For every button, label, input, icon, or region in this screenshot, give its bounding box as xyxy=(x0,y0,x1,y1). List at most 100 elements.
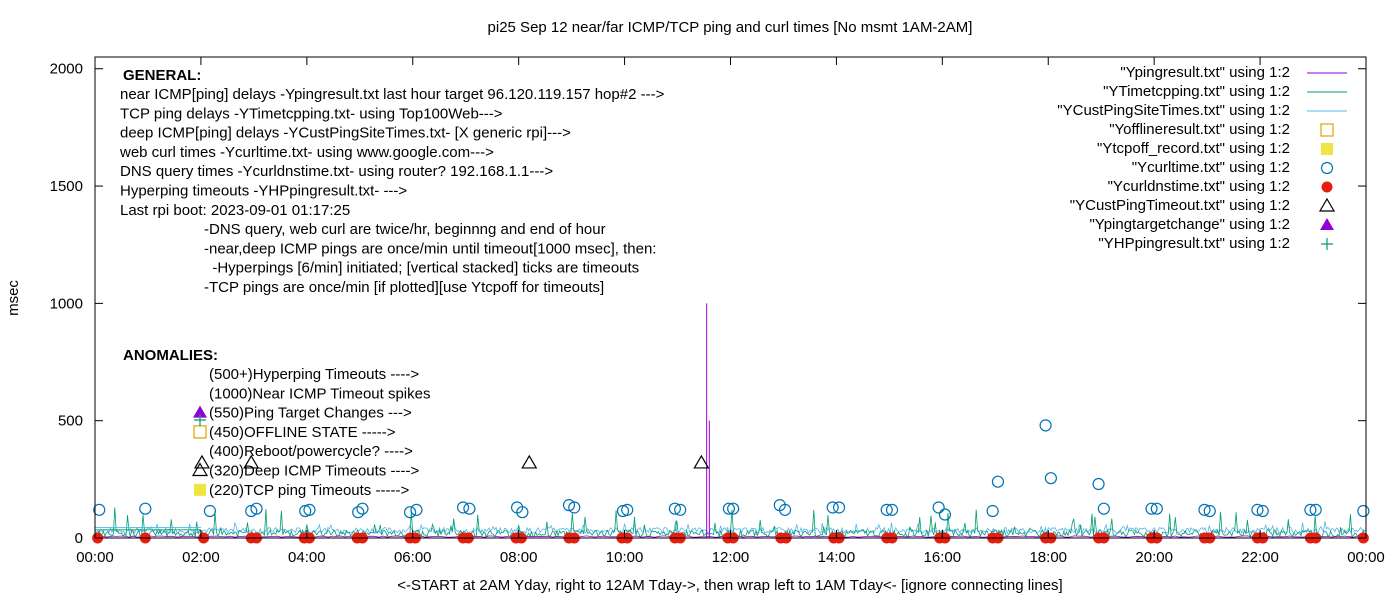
curl-time-point xyxy=(832,501,846,514)
legend-label: "Yofflineresult.txt" using 1:2 xyxy=(1109,121,1290,138)
note-line: -DNS query, web curl are twice/hr, begin… xyxy=(204,221,606,238)
curl-time-point xyxy=(991,475,1005,488)
note-line: -near,deep ICMP pings are once/min until… xyxy=(204,240,656,257)
curl-time-point xyxy=(1198,503,1211,516)
x-axis-label: <-START at 2AM Yday, right to 12AM Tday-… xyxy=(397,577,1062,594)
anomaly-line: (400)Reboot/powercycle? ----> xyxy=(209,443,413,460)
curl-time-point xyxy=(674,503,687,516)
legend-marker xyxy=(1318,197,1336,212)
legend-label: "Ytcpoff_record.txt" using 1:2 xyxy=(1097,140,1290,157)
curl-time-point xyxy=(1145,502,1158,515)
legend-marker xyxy=(1321,143,1333,155)
general-line: near ICMP[ping] delays -Ypingresult.txt … xyxy=(120,86,665,103)
legend: "Ypingresult.txt" using 1:2 "YTimetcpping… xyxy=(1057,64,1347,252)
general-line: deep ICMP[ping] delays -YCustPingSiteTim… xyxy=(120,125,571,142)
x-tick-label: 08:00 xyxy=(500,549,538,566)
hyperping-marker xyxy=(194,414,206,426)
general-line: Last rpi boot: 2023-09-01 01:17:25 xyxy=(120,202,350,219)
curl-time-point xyxy=(562,499,576,512)
x-tick-label: 06:00 xyxy=(394,549,432,566)
curl-time-point xyxy=(621,503,634,516)
legend-marker xyxy=(1321,238,1333,250)
curl-time-point xyxy=(722,502,736,515)
chart-title: pi25 Sep 12 near/far ICMP/TCP ping and c… xyxy=(488,19,973,36)
legend-label: "Ycurldnstime.txt" using 1:2 xyxy=(1108,178,1290,195)
curl-time-point xyxy=(938,508,952,521)
curl-time-point xyxy=(245,504,258,518)
deep-icmp-timeout-point xyxy=(693,454,710,469)
x-tick-label: 02:00 xyxy=(182,549,220,566)
curl-time-point xyxy=(250,502,263,515)
curl-time-point xyxy=(356,502,369,515)
curl-time-point xyxy=(139,502,152,515)
curl-time-point xyxy=(727,502,740,515)
curl-time-point xyxy=(1044,472,1057,485)
x-tick-label: 22:00 xyxy=(1241,549,1279,566)
curl-time-point xyxy=(932,501,945,514)
curl-time-point xyxy=(1304,503,1317,516)
legend-label: "Ypingtargetchange" using 1:2 xyxy=(1089,216,1290,233)
curl-time-point xyxy=(986,504,999,518)
curl-time-point xyxy=(1150,502,1163,515)
anomaly-marker xyxy=(193,405,207,418)
curl-time-point xyxy=(303,503,316,516)
axes: 0 500 1000 1500 2000 00:00 02:00 04:00 06:00 08:0… xyxy=(50,56,1385,566)
x-tick-label: 16:00 xyxy=(924,549,962,566)
curl-time-point xyxy=(880,503,893,516)
y-tick-label: 500 xyxy=(58,413,83,430)
deep-icmp-timeout-point xyxy=(521,454,538,469)
x-tick-label: 00:00 xyxy=(76,549,114,566)
anomaly-marker xyxy=(191,462,209,477)
curl-time-point xyxy=(1203,504,1216,518)
legend-marker xyxy=(1320,161,1334,175)
curl-time-point xyxy=(568,501,581,514)
anomaly-line: (320)Deep ICMP Timeouts ----> xyxy=(209,463,419,480)
curl-time-point xyxy=(463,502,476,515)
curl-time-point xyxy=(352,506,365,519)
curl-time-point xyxy=(826,501,839,514)
legend-label: "Ypingresult.txt" using 1:2 xyxy=(1120,64,1290,81)
legend-marker xyxy=(1320,218,1334,230)
general-line: Hyperping timeouts -YHPpingresult.txt- -… xyxy=(120,183,407,200)
curl-time-point xyxy=(1097,502,1110,515)
legend-label: "YHPpingresult.txt" using 1:2 xyxy=(1098,235,1290,252)
anomaly-line: (500+)Hyperping Timeouts ----> xyxy=(209,366,419,383)
legend-label: "YCustPingSiteTimes.txt" using 1:2 xyxy=(1057,102,1290,119)
general-line: DNS query times -Ycurldnstime.txt- using… xyxy=(120,163,553,180)
legend-label: "YTimetcpping.txt" using 1:2 xyxy=(1103,83,1290,100)
curl-time-point xyxy=(404,506,417,519)
curl-time-point xyxy=(668,502,681,515)
legend-marker xyxy=(1320,123,1334,137)
anomaly-line: (1000)Near ICMP Timeout spikes xyxy=(209,385,430,402)
curl-time-point xyxy=(203,504,217,518)
curl-time-point xyxy=(410,503,423,516)
curl-time-point xyxy=(1092,477,1105,491)
legend-label: "Ycurltime.txt" using 1:2 xyxy=(1132,159,1290,176)
y-tick-label: 1500 xyxy=(50,178,83,195)
curl-time-point xyxy=(1357,504,1370,518)
x-tick-label: 10:00 xyxy=(606,549,644,566)
curl-time-point xyxy=(516,506,529,519)
curl-time-point xyxy=(1251,503,1264,516)
annotation-layer: GENERAL: near ICMP[ping] delays -Ypingres… xyxy=(119,67,665,499)
y-tick-label: 2000 xyxy=(50,61,83,78)
general-heading: GENERAL: xyxy=(123,67,201,84)
anomaly-marker xyxy=(194,483,206,496)
y-tick-label: 1000 xyxy=(50,295,83,312)
general-line: TCP ping delays -YTimetcpping.txt- using… xyxy=(120,105,503,122)
anomaly-line: (220)TCP ping Timeouts -----> xyxy=(209,482,409,499)
curl-time-point xyxy=(1256,504,1269,518)
legend-label: "YCustPingTimeout.txt" using 1:2 xyxy=(1070,197,1290,214)
x-tick-label: 04:00 xyxy=(288,549,326,566)
deep-icmp-timeout-point xyxy=(243,454,260,469)
curl-time-point xyxy=(93,503,106,516)
legend-marker xyxy=(1321,181,1333,193)
series-layer xyxy=(92,303,1370,544)
x-tick-label: 14:00 xyxy=(818,549,856,566)
anomaly-line: (550)Ping Target Changes ---> xyxy=(209,405,412,422)
general-line: web curl times -Ycurltime.txt- using www… xyxy=(119,144,494,161)
anomalies-heading: ANOMALIES: xyxy=(123,347,218,364)
curl-time-point xyxy=(885,503,899,516)
curl-time-point xyxy=(778,503,792,516)
